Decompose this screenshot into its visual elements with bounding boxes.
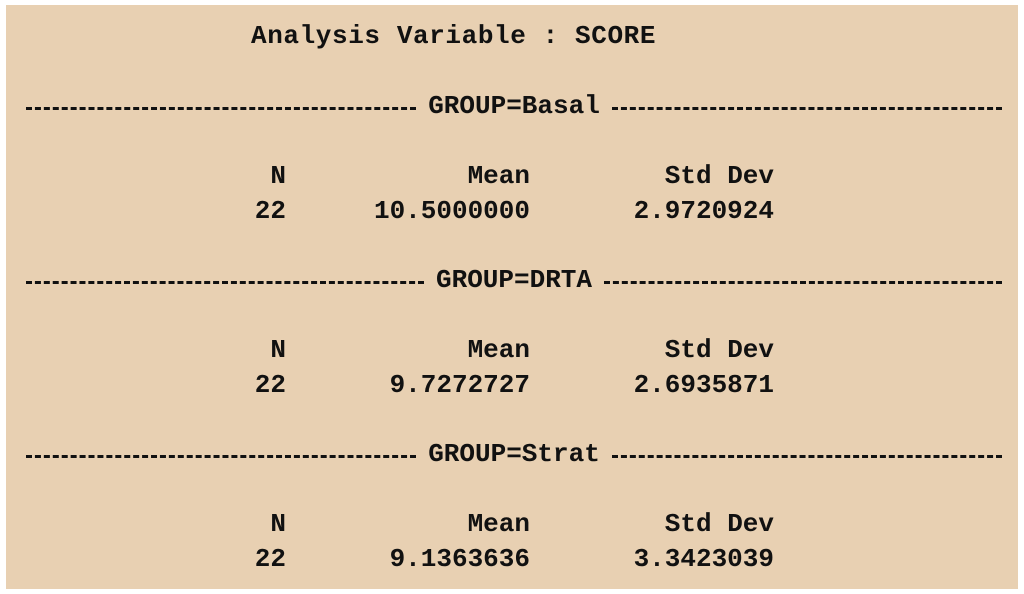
group-separator-strat: GROUP=Strat [26,439,1003,469]
group-label: GROUP=Strat [428,439,600,469]
group-separator-basal: GROUP=Basal [26,91,1003,121]
header-mean: Mean [467,335,530,365]
value-n: 22 [254,196,286,226]
dash-rule-right [611,454,1003,458]
value-std-dev: 3.3423039 [633,544,774,574]
header-n: N [270,335,286,365]
header-n: N [270,509,286,539]
dash-rule-left [26,280,424,284]
value-mean: 10.5000000 [373,196,530,226]
value-n: 22 [254,370,286,400]
header-std-dev: Std Dev [664,335,774,365]
dash-rule-left [26,106,417,110]
dash-rule-right [611,106,1003,110]
group-label: GROUP=Basal [428,91,600,121]
header-mean: Mean [467,509,530,539]
dash-rule-left [26,454,417,458]
value-std-dev: 2.9720924 [633,196,774,226]
header-std-dev: Std Dev [664,161,774,191]
group-label: GROUP=DRTA [435,265,593,295]
dash-rule-right [604,280,1002,284]
value-n: 22 [254,544,286,574]
analysis-title: Analysis Variable : SCORE [251,21,657,51]
header-mean: Mean [467,161,530,191]
header-std-dev: Std Dev [664,509,774,539]
group-separator-drta: GROUP=DRTA [26,265,1002,295]
value-mean: 9.7272727 [389,370,530,400]
value-std-dev: 2.6935871 [633,370,774,400]
value-mean: 9.1363636 [389,544,530,574]
output-panel: Analysis Variable : SCORE GROUP=Basal N … [6,5,1018,589]
header-n: N [270,161,286,191]
